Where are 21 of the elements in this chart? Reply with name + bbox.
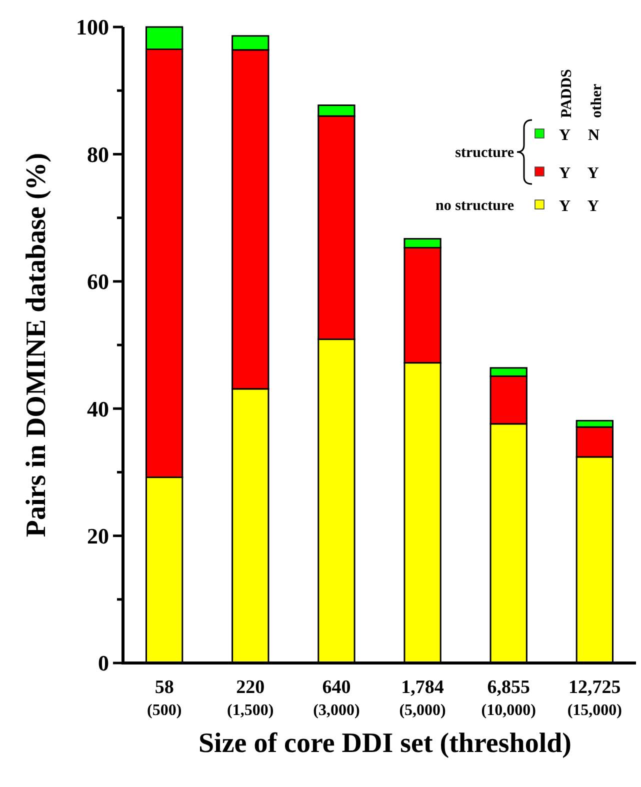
- y-axis-title: Pairs in DOMINE database (%): [21, 152, 52, 538]
- y-tick-label: 20: [87, 524, 109, 548]
- x-tick-label: 6,855 (10,000): [481, 677, 536, 719]
- annotation: structure: [455, 145, 514, 161]
- y-tick-label: 40: [87, 396, 109, 422]
- y-tick-label: 60: [87, 269, 109, 294]
- legend-label: Y Y: [559, 165, 600, 182]
- annotation: PADDS: [559, 69, 575, 118]
- x-tick-label: 640 (3,000): [313, 677, 360, 719]
- x-tick-label: 220 (1,500): [227, 677, 274, 719]
- x-tick-label: 58 (500): [146, 677, 182, 719]
- x-axis-title: Size of core DDI set (threshold): [198, 728, 572, 759]
- legend-label: Y N: [559, 127, 600, 144]
- annotation: other: [589, 84, 605, 118]
- x-tick-label: 12,725 (15,000): [567, 677, 622, 719]
- annotation: no structure: [436, 198, 514, 214]
- legend-label: Y Y: [559, 198, 600, 215]
- y-tick-label: 0: [98, 650, 109, 676]
- y-tick-label: 80: [87, 142, 109, 167]
- y-tick-label: 100: [76, 14, 109, 40]
- x-tick-label: 1,784 (5,000): [399, 677, 446, 719]
